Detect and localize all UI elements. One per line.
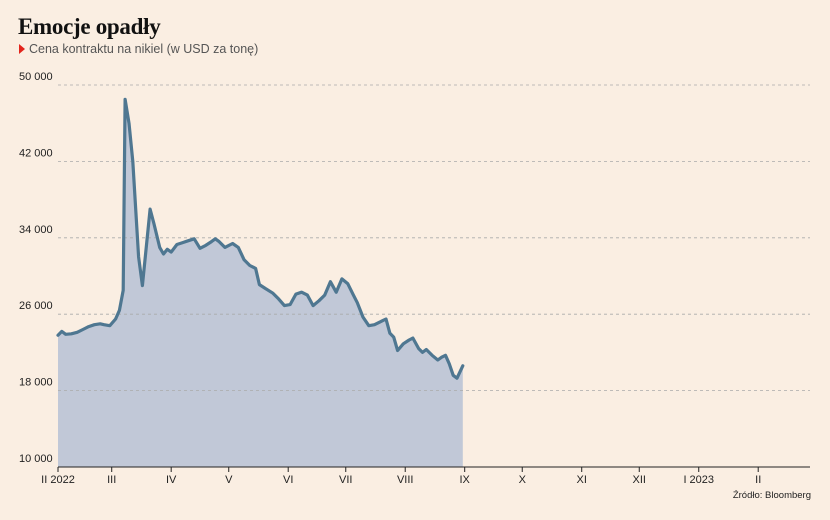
x-tick-label: XII [633, 474, 646, 486]
x-tick-label: VI [283, 474, 293, 486]
subtitle-text: Cena kontraktu na nikiel (w USD za tonę) [29, 42, 259, 56]
x-tick-label: IX [459, 474, 470, 486]
y-tick-label: 42 000 [19, 147, 53, 159]
x-tick-label: II 2022 [41, 474, 75, 486]
y-tick-label: 26 000 [19, 300, 53, 312]
y-tick-label: 50 000 [19, 71, 53, 83]
chart-subtitle: Cena kontraktu na nikiel (w USD za tonę) [19, 42, 258, 56]
chart-title: Emocje opadły [18, 14, 161, 39]
series-area [58, 99, 463, 468]
x-tick-label: IV [166, 474, 177, 486]
x-tick-label: X [519, 474, 527, 486]
y-tick-label: 10 000 [19, 453, 53, 465]
y-tick-label: 34 000 [19, 224, 53, 236]
red-triangle-icon [19, 44, 25, 54]
x-tick-label: III [107, 474, 116, 486]
source-note: Źródło: Bloomberg [732, 490, 811, 501]
x-tick-label: VII [339, 474, 352, 486]
series-line [56, 97, 465, 380]
x-tick-label: I 2023 [683, 474, 714, 486]
x-tick-label: II [755, 474, 761, 486]
x-tick-label: VIII [397, 474, 414, 486]
x-tick-label: V [225, 474, 233, 486]
x-tick-label: XI [577, 474, 587, 486]
y-tick-label: 18 000 [19, 377, 53, 389]
